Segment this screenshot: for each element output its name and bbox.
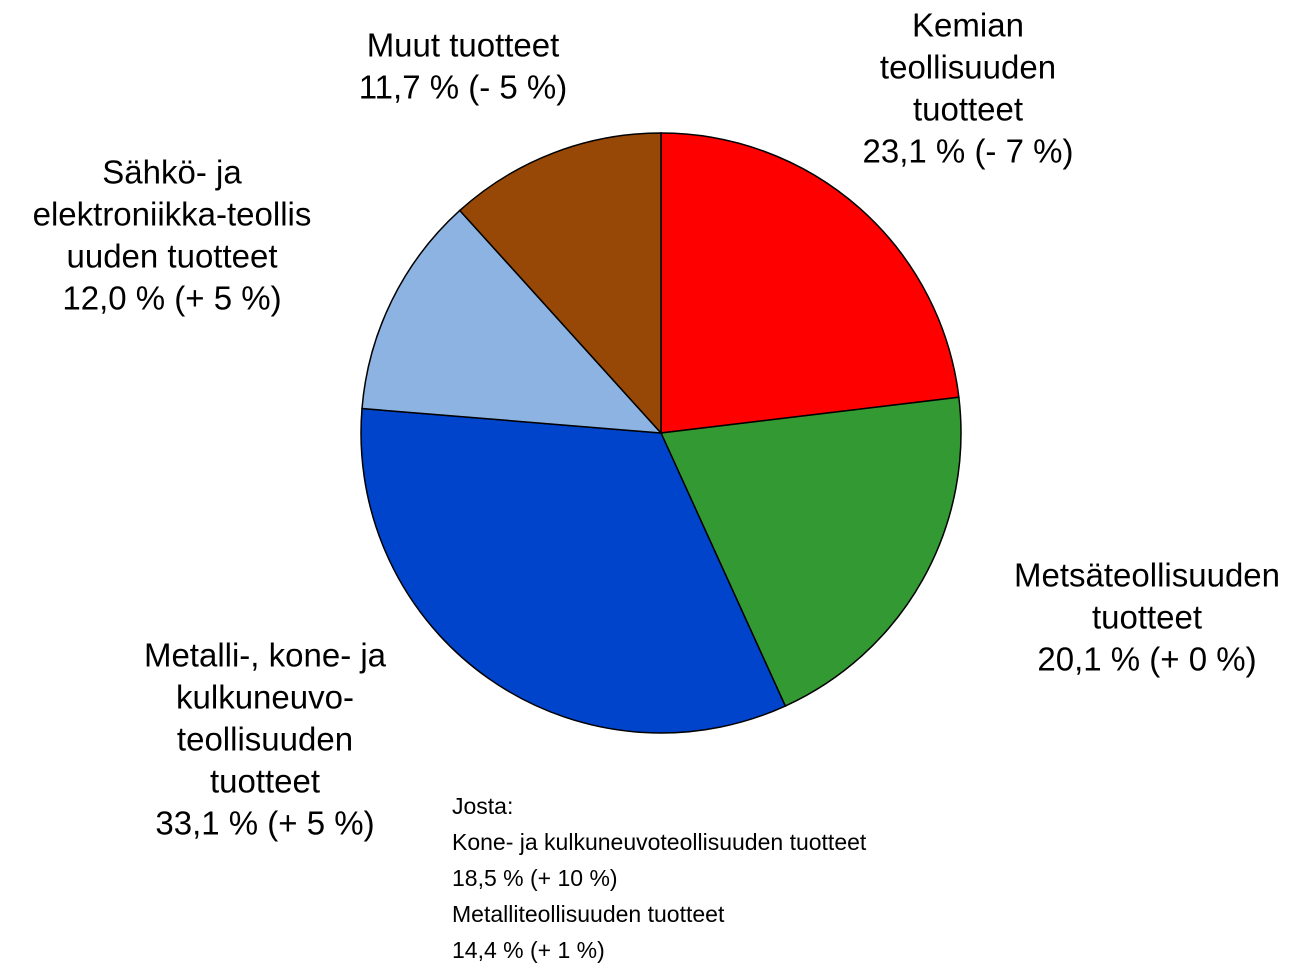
slice-label: Metsäteollisuuden bbox=[1014, 557, 1280, 594]
pie-slice bbox=[361, 209, 663, 434]
slice-label: Muut tuotteet bbox=[367, 27, 560, 64]
annotation: Josta: bbox=[452, 793, 513, 819]
annotation: 18,5 % (+ 10 %) bbox=[452, 865, 618, 891]
slice-label: tuotteet bbox=[210, 763, 320, 800]
annotation: Kone- ja kulkuneuvoteollisuuden tuotteet bbox=[452, 829, 867, 855]
slice-label: teollisuuden bbox=[177, 721, 353, 758]
annotation: Metalliteollisuuden tuotteet bbox=[452, 901, 725, 927]
slice-label: teollisuuden bbox=[880, 49, 1056, 86]
slice-label: tuotteet bbox=[1092, 599, 1202, 636]
slice-value-label: 12,0 % (+ 5 %) bbox=[62, 280, 281, 317]
slice-label: elektroniikka-teollis bbox=[33, 196, 312, 233]
slice-label: Kemian bbox=[912, 7, 1024, 44]
slice-value-label: 33,1 % (+ 5 %) bbox=[155, 805, 374, 842]
slice-label: kulkuneuvo- bbox=[176, 679, 354, 716]
pie-slice bbox=[458, 132, 662, 435]
pie-slice bbox=[660, 132, 960, 434]
pie-slice bbox=[360, 407, 787, 734]
slice-label: uuden tuotteet bbox=[66, 238, 277, 275]
slice-label: Sähkö- ja bbox=[102, 154, 242, 191]
slice-label: Metalli-, kone- ja bbox=[144, 637, 387, 674]
annotation: 14,4 % (+ 1 %) bbox=[452, 937, 605, 963]
slice-value-label: 23,1 % (- 7 %) bbox=[863, 133, 1074, 170]
slice-value-label: 20,1 % (+ 0 %) bbox=[1037, 641, 1256, 678]
pie-slice bbox=[659, 396, 962, 708]
slice-value-label: 11,7 % (- 5 %) bbox=[359, 69, 567, 106]
slice-label: tuotteet bbox=[913, 91, 1023, 128]
